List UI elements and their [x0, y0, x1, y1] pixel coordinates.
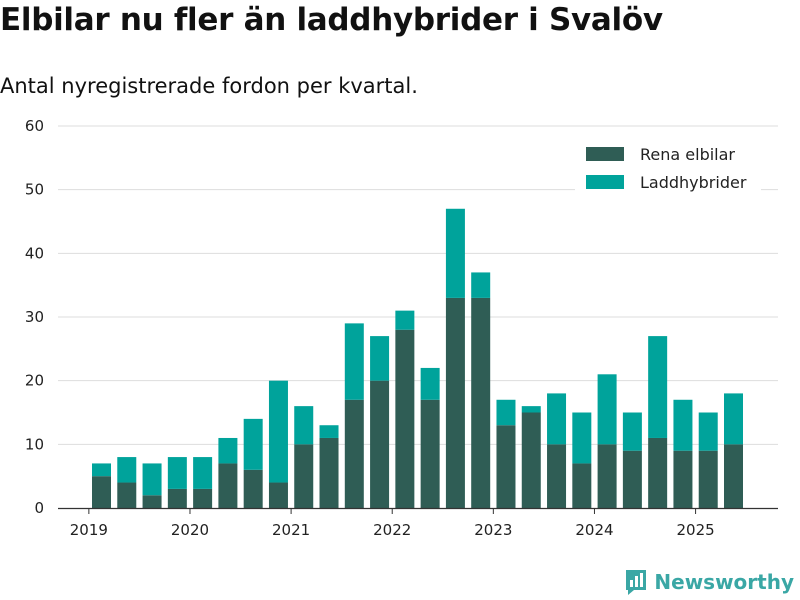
bar-laddhybrider [92, 463, 111, 477]
bar-laddhybrider [496, 399, 516, 426]
bar-rena-elbilar [167, 488, 187, 508]
bar-rena-elbilar [92, 476, 111, 508]
bar-laddhybrider [724, 393, 743, 445]
bar-rena-elbilar [698, 450, 718, 508]
gridlines [58, 125, 778, 445]
x-tick-label: 2022 [373, 521, 411, 539]
legend-swatch-laddhybrider [586, 175, 624, 189]
y-tick-label: 30 [25, 308, 44, 326]
newsworthy-logo-icon [626, 570, 647, 595]
y-tick-label: 0 [34, 499, 44, 517]
bar-laddhybrider [319, 425, 339, 438]
legend: Rena elbilar Laddhybrider [575, 140, 761, 196]
legend-label-rena-elbilar: Rena elbilar [640, 145, 735, 164]
x-tick-label: 2024 [575, 521, 613, 539]
bar-rena-elbilar [673, 450, 693, 508]
bar-rena-elbilar [445, 297, 465, 508]
bar-rena-elbilar [218, 463, 238, 508]
x-tick-label: 2019 [70, 521, 108, 539]
bar-rena-elbilar [395, 329, 415, 508]
bar-laddhybrider [218, 437, 238, 464]
bar-rena-elbilar [420, 399, 440, 508]
legend-swatch-rena-elbilar [586, 147, 624, 161]
y-tick-label: 40 [25, 244, 44, 262]
y-tick-label: 20 [25, 372, 44, 390]
x-tick-label: 2021 [272, 521, 310, 539]
bar-laddhybrider [395, 310, 415, 330]
y-tick-label: 10 [25, 435, 44, 453]
y-axis-ticks: 0 10 20 30 40 50 60 [25, 117, 44, 517]
bar-laddhybrider [193, 457, 213, 489]
bar-rena-elbilar [294, 444, 314, 508]
bar-laddhybrider [521, 406, 541, 413]
bar-laddhybrider [673, 399, 693, 451]
bar-rena-elbilar [471, 297, 491, 508]
bar-rena-elbilar [370, 380, 390, 508]
bar-laddhybrider [471, 272, 491, 298]
bar-rena-elbilar [496, 425, 516, 508]
bar-rena-elbilar [597, 444, 617, 508]
bar-laddhybrider [117, 457, 137, 483]
bar-rena-elbilar [521, 412, 541, 508]
legend-label-laddhybrider: Laddhybrider [640, 173, 747, 192]
bars [92, 208, 743, 508]
bar-laddhybrider [344, 323, 364, 400]
y-tick-label: 50 [25, 181, 44, 199]
bar-laddhybrider [445, 208, 465, 298]
bar-rena-elbilar [344, 399, 364, 508]
bar-rena-elbilar [572, 463, 592, 508]
bar-rena-elbilar [243, 469, 263, 508]
newsworthy-logo-text: Newsworthy [654, 570, 794, 594]
bar-rena-elbilar [193, 488, 213, 508]
bar-rena-elbilar [117, 482, 137, 508]
bar-laddhybrider [294, 406, 314, 445]
bar-laddhybrider [243, 418, 263, 470]
newsworthy-logo: Newsworthy [624, 568, 794, 596]
bar-laddhybrider [572, 412, 592, 464]
bar-laddhybrider [648, 336, 668, 438]
bar-laddhybrider [268, 380, 288, 483]
bar-laddhybrider [167, 457, 187, 489]
bar-laddhybrider [420, 367, 440, 400]
bar-laddhybrider [370, 336, 390, 381]
bar-laddhybrider [142, 463, 162, 496]
bar-rena-elbilar [319, 437, 339, 508]
chart-subtitle: Antal nyregistrerade fordon per kvartal. [0, 74, 418, 98]
bar-laddhybrider [597, 374, 617, 445]
x-tick-label: 2025 [676, 521, 714, 539]
bar-rena-elbilar [724, 444, 743, 508]
x-tick-label: 2020 [171, 521, 209, 539]
bar-rena-elbilar [268, 482, 288, 508]
bar-rena-elbilar [142, 495, 162, 508]
x-axis: 2019 2020 2021 2022 2023 2024 2025 [58, 507, 778, 539]
bar-rena-elbilar [648, 437, 668, 508]
bar-laddhybrider [698, 412, 718, 451]
y-tick-label: 60 [25, 117, 44, 135]
bar-laddhybrider [622, 412, 642, 451]
bar-rena-elbilar [547, 444, 567, 508]
x-tick-label: 2023 [474, 521, 512, 539]
bar-rena-elbilar [622, 450, 642, 508]
chart-title: Elbilar nu fler än laddhybrider i Svalöv [0, 2, 663, 38]
bar-laddhybrider [547, 393, 567, 445]
